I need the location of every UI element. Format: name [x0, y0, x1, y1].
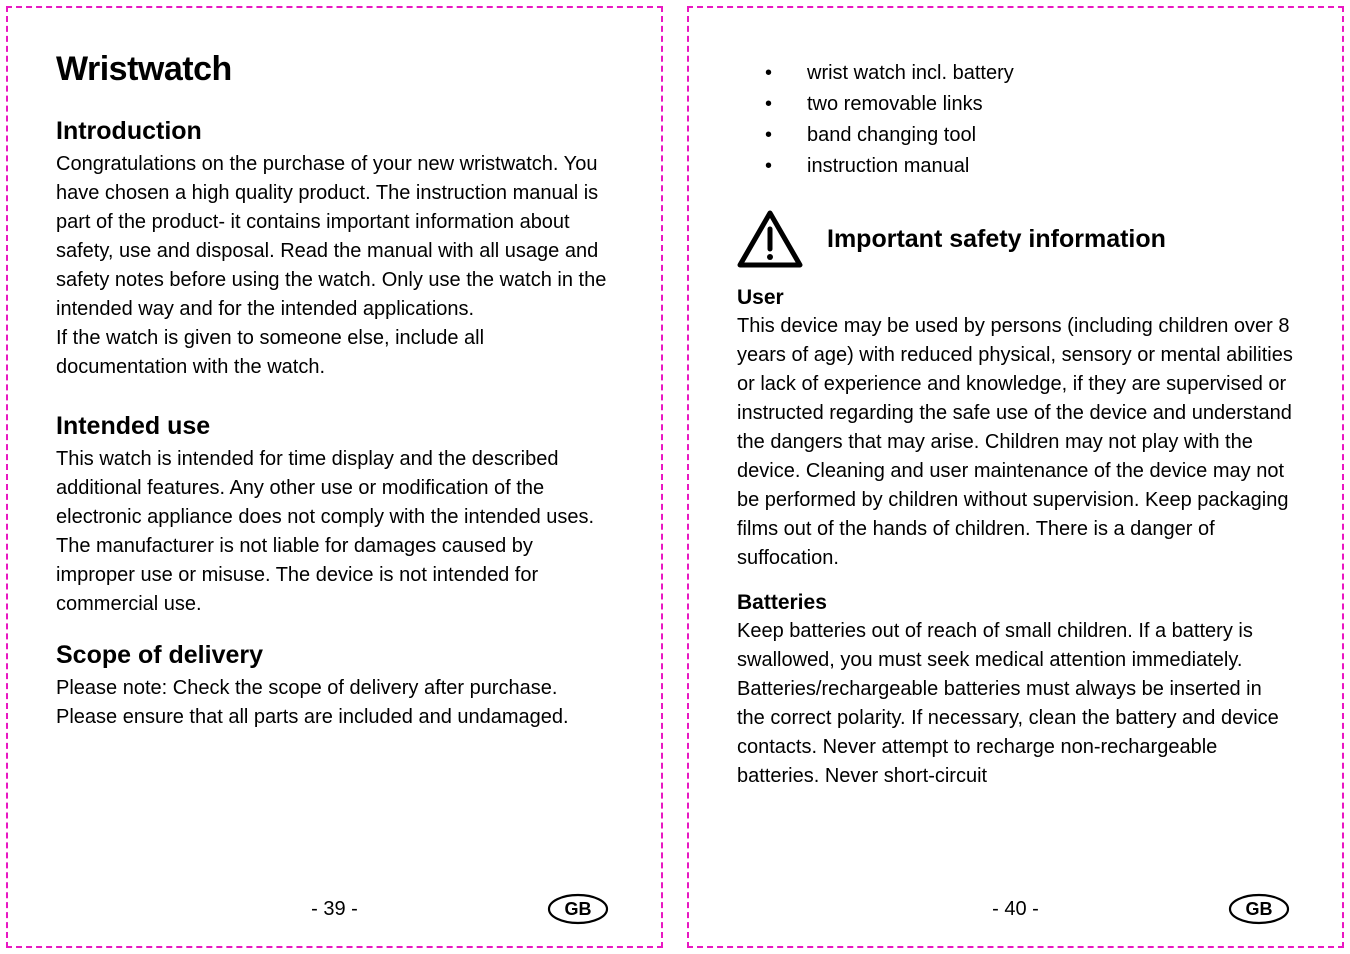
- paragraph: Please note: Check the scope of delivery…: [56, 674, 613, 732]
- page-39: Wristwatch Introduction Congratulations …: [6, 6, 663, 948]
- svg-text:GB: GB: [565, 899, 592, 919]
- heading-user: User: [737, 286, 1294, 310]
- list-item: instruction manual: [807, 151, 1294, 182]
- locale-badge-icon: GB: [1228, 893, 1290, 925]
- heading-scope-of-delivery: Scope of delivery: [56, 641, 613, 670]
- locale-badge: GB: [1228, 893, 1290, 925]
- page-footer: - 40 - GB: [737, 884, 1294, 934]
- page-number: - 40 -: [992, 898, 1039, 921]
- page-content: Wristwatch Introduction Congratulations …: [56, 50, 613, 864]
- page-number: - 39 -: [311, 898, 358, 921]
- list-item: band changing tool: [807, 120, 1294, 151]
- paragraph: This device may be used by persons (incl…: [737, 312, 1294, 573]
- locale-badge: GB: [547, 893, 609, 925]
- paragraph: This watch is intended for time display …: [56, 445, 613, 619]
- document-title: Wristwatch: [56, 50, 613, 89]
- page-footer: - 39 - GB: [56, 884, 613, 934]
- heading-batteries: Batteries: [737, 591, 1294, 615]
- paragraph: If the watch is given to someone else, i…: [56, 324, 613, 382]
- page-40: wrist watch incl. battery two removable …: [687, 6, 1344, 948]
- warning-icon: [737, 210, 803, 268]
- list-item: two removable links: [807, 89, 1294, 120]
- safety-header: Important safety information: [737, 210, 1294, 268]
- locale-badge-icon: GB: [547, 893, 609, 925]
- paragraph: Keep batteries out of reach of small chi…: [737, 617, 1294, 791]
- heading-intended-use: Intended use: [56, 412, 613, 441]
- heading-safety-information: Important safety information: [827, 225, 1166, 254]
- paragraph: Congratulations on the purchase of your …: [56, 150, 613, 324]
- heading-introduction: Introduction: [56, 117, 613, 146]
- svg-text:GB: GB: [1246, 899, 1273, 919]
- list-item: wrist watch incl. battery: [807, 58, 1294, 89]
- page-content: wrist watch incl. battery two removable …: [737, 50, 1294, 864]
- delivery-list: wrist watch incl. battery two removable …: [737, 58, 1294, 182]
